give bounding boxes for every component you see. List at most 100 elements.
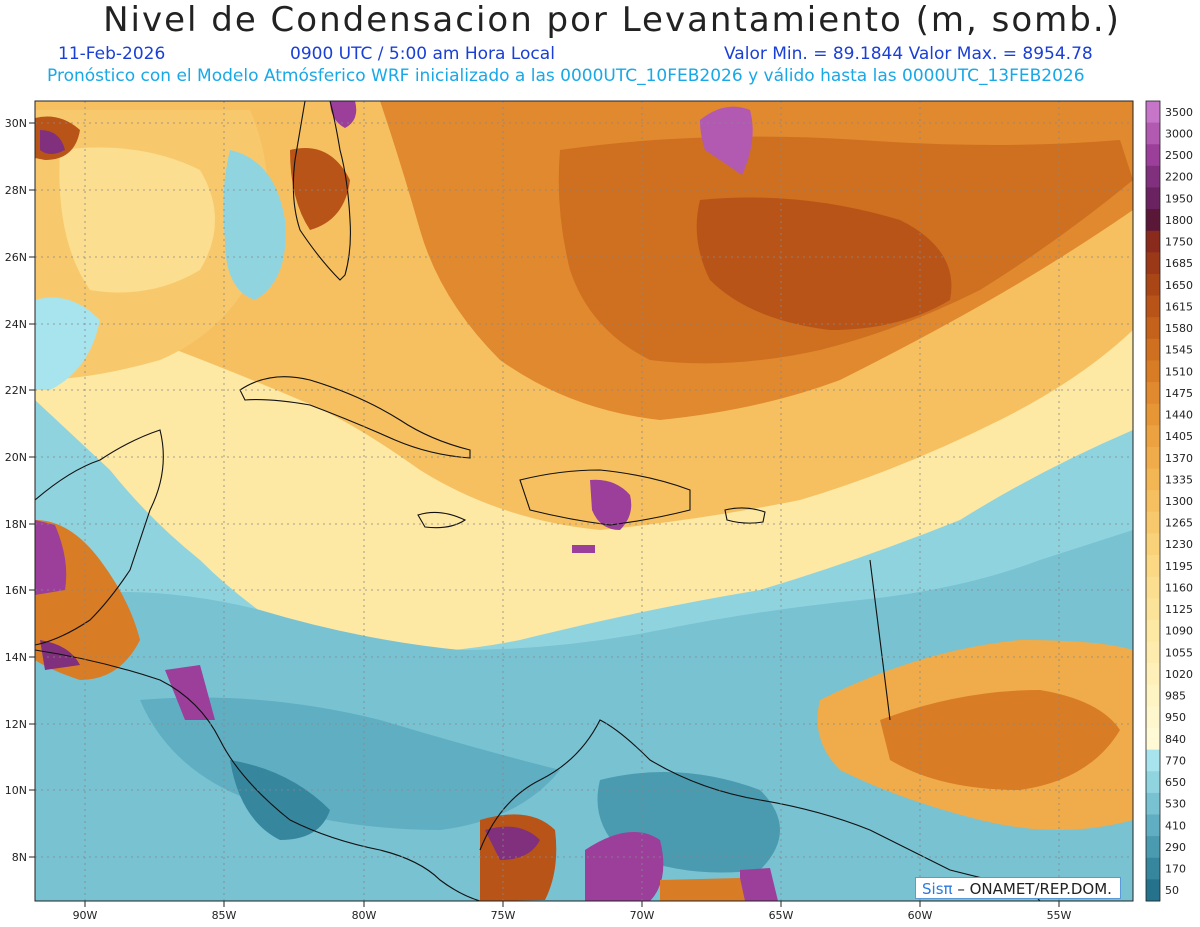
yucatan-coast [35,429,164,646]
legend-label: 1475 [1165,387,1193,400]
map-frame [34,100,1134,902]
legend-label: 770 [1165,754,1186,767]
legend-swatch [1146,403,1160,426]
legend-label: 985 [1165,690,1186,703]
lat-label: 20N [5,451,27,464]
legend-label: 650 [1165,776,1186,789]
legend-swatch [1146,317,1160,340]
legend-swatch [1146,555,1160,578]
legend-swatch [1146,598,1160,621]
lat-label: 8N [12,851,27,864]
legend-swatch [1146,533,1160,556]
legend-label: 950 [1165,711,1186,724]
model-info: Pronóstico con el Modelo Atmósferico WRF… [47,66,1085,86]
legend-label: 1090 [1165,625,1193,638]
legend-swatch [1146,576,1160,599]
legend-label: 1195 [1165,560,1193,573]
legend-label: 3000 [1165,127,1193,140]
lat-label: 12N [5,718,27,731]
lat-label: 10N [5,784,27,797]
legend-label: 1510 [1165,365,1193,378]
credit-text: – ONAMET/REP.DOM. [952,880,1112,898]
legend-swatch [1146,836,1160,859]
legend-label: 1300 [1165,495,1193,508]
legend-swatch [1146,619,1160,643]
legend-swatch [1146,749,1160,772]
legend-swatch [1146,122,1160,145]
legend-label: 840 [1165,733,1186,746]
legend-label: 2200 [1165,171,1193,184]
lon-label: 60W [908,909,933,922]
credit-box: Sisπ – ONAMET/REP.DOM. [915,877,1121,899]
lat-label: 22N [5,384,27,397]
legend-swatch [1146,446,1160,470]
legend-label: 1800 [1165,214,1193,227]
legend-swatch [1146,792,1160,816]
lon-label: 65W [769,909,794,922]
legend-label: 1545 [1165,344,1193,357]
coastlines [35,101,1041,901]
jamaica-coast [417,511,467,529]
color-legend: 3500 3000 2500 2200 1950 1800 1750 1685 1650 1615… [1145,100,1193,902]
legend-swatch [1146,165,1160,188]
legend-swatch [1146,273,1160,297]
legend-swatch [1146,490,1160,513]
central-america-coast [35,649,481,901]
map-field [35,101,1133,901]
lat-label: 14N [5,651,27,664]
legend-swatch [1146,468,1160,491]
legend-label: 290 [1165,841,1186,854]
graticule [35,101,1133,901]
legend-swatch [1146,641,1160,664]
lat-label: 30N [5,117,27,130]
legend-label: 2500 [1165,149,1193,162]
lat-label: 18N [5,518,27,531]
legend-swatch [1146,230,1160,253]
lon-label: 75W [491,909,516,922]
lat-label: 28N [5,184,27,197]
legend-label: 1750 [1165,236,1193,249]
lesser-antilles [869,559,891,721]
legend-label: 50 [1165,884,1179,897]
legend-label: 1020 [1165,668,1193,681]
legend-label: 1230 [1165,538,1193,551]
forecast-date: 11-Feb-2026 [58,44,166,64]
legend-swatch [1146,879,1160,902]
map-title: Nivel de Condensacion por Levantamiento … [103,0,1121,40]
legend-label: 1335 [1165,473,1193,486]
puerto-rico-coast [724,507,766,524]
lon-label: 55W [1047,909,1072,922]
legend-swatch [1146,706,1160,729]
legend-swatch [1146,728,1160,751]
latitude-labels: 30N 28N 26N 24N 22N 20N 18N 16N 14N 12N … [5,117,27,864]
hispaniola-coast [519,469,691,526]
legend-swatch [1146,338,1160,361]
legend-swatch [1146,684,1160,707]
legend-swatch [1146,511,1160,534]
legend-label: 1405 [1165,430,1193,443]
lat-label: 26N [5,251,27,264]
lon-label: 90W [73,909,98,922]
legend-swatch [1146,425,1160,448]
legend-label: 1160 [1165,581,1193,594]
legend-label: 410 [1165,819,1186,832]
legend-swatch [1146,295,1160,318]
legend-swatch [1146,814,1160,837]
value-range: Valor Min. = 89.1844 Valor Max. = 8954.7… [724,44,1093,64]
cuba-coast [239,376,471,459]
legend-label: 530 [1165,798,1186,811]
legend-frame [1145,100,1161,902]
legend-label: 1125 [1165,603,1193,616]
legend-swatch [1146,101,1160,124]
legend-label: 1055 [1165,646,1193,659]
legend-label: 1370 [1165,452,1193,465]
legend-swatch [1146,663,1160,686]
legend-label: 1950 [1165,192,1193,205]
legend-swatch [1146,209,1160,232]
legend-label: 1685 [1165,257,1193,270]
legend-swatch [1146,187,1160,210]
legend-swatch [1146,360,1160,383]
legend-label: 1265 [1165,517,1193,530]
forecast-time: 0900 UTC / 5:00 am Hora Local [290,44,555,64]
